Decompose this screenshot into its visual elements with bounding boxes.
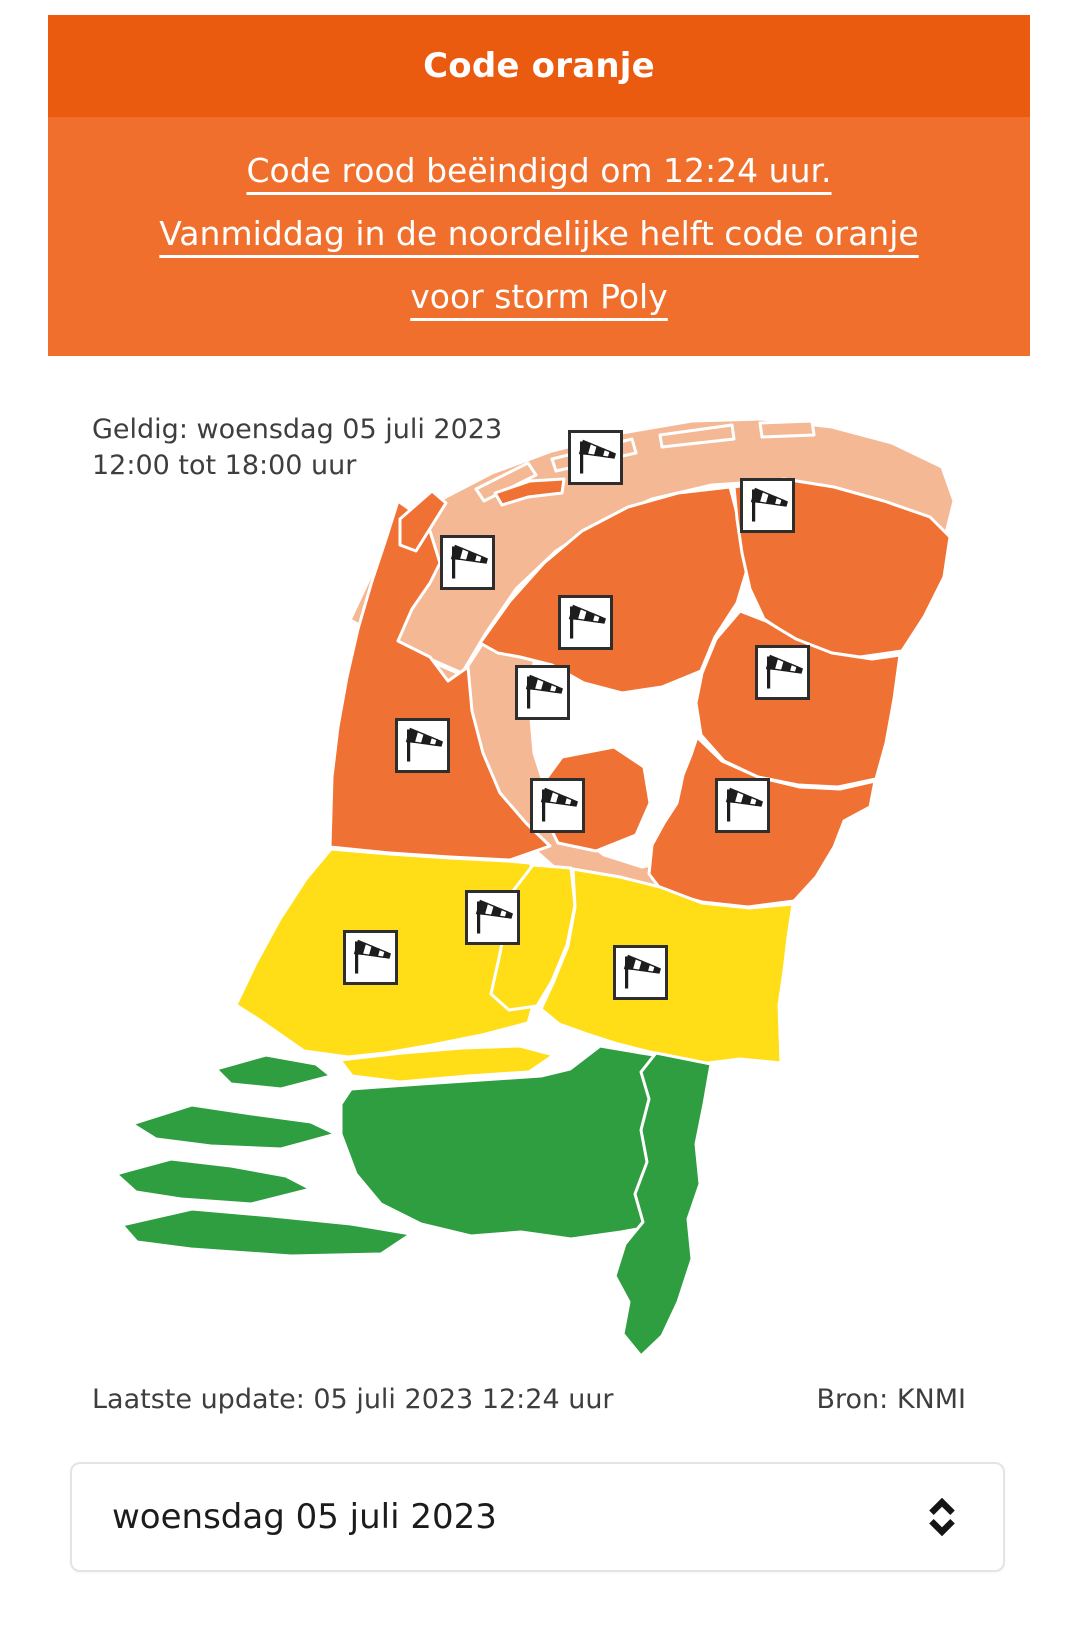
windsock-icon xyxy=(558,595,613,650)
warning-map-section: Geldig: woensdag 05 juli 2023 12:00 tot … xyxy=(0,402,1080,1417)
region-wadden-island xyxy=(474,461,538,503)
windsock-icon xyxy=(715,778,770,833)
map-footer: Laatste update: 05 juli 2023 12:24 uur B… xyxy=(0,1384,1080,1418)
alert-title: Code oranje xyxy=(423,46,655,86)
windsock-icon xyxy=(395,718,450,773)
netherlands-warning-map xyxy=(114,417,956,1358)
validity-line-1: Geldig: woensdag 05 juli 2023 xyxy=(92,414,503,445)
validity-line-2: 12:00 tot 18:00 uur xyxy=(92,450,357,481)
region-wadden-island xyxy=(658,423,736,449)
weather-alert-banner: Code oranje Code rood beëindigd om 12:24… xyxy=(48,15,1030,356)
windsock-icon xyxy=(740,478,795,533)
windsock-icon xyxy=(530,778,585,833)
alert-message-line: Code rood beëindigd om 12:24 uur. xyxy=(246,151,832,190)
alert-message-line: voor storm Poly xyxy=(410,277,668,316)
alert-message-line: Vanmiddag in de noordelijke helft code o… xyxy=(159,214,919,253)
windsock-icon xyxy=(440,535,495,590)
date-select-value: woensdag 05 juli 2023 xyxy=(112,1497,497,1537)
region-wadden-island xyxy=(758,419,816,439)
region-noord-holland xyxy=(328,499,552,862)
region-coast-strip xyxy=(493,477,566,507)
last-update-text: Laatste update: 05 juli 2023 12:24 uur xyxy=(92,1384,614,1415)
windsock-icon xyxy=(515,665,570,720)
region-zeeland-island xyxy=(214,1053,333,1091)
chevron-up-down-icon xyxy=(929,1498,955,1536)
windsock-icon xyxy=(343,930,398,985)
alert-header: Code oranje xyxy=(48,15,1030,117)
region-goeree xyxy=(338,1044,556,1084)
region-zeeland-island xyxy=(114,1157,313,1206)
windsock-icon xyxy=(568,430,623,485)
windsock-icon xyxy=(465,890,520,945)
validity-text: Geldig: woensdag 05 juli 2023 12:00 tot … xyxy=(92,412,502,484)
region-zeeland-island xyxy=(130,1103,338,1151)
region-limburg xyxy=(613,1051,713,1358)
windsock-icon xyxy=(755,645,810,700)
alert-message-link[interactable]: Code rood beëindigd om 12:24 uur. Vanmid… xyxy=(88,139,990,328)
region-texel xyxy=(398,489,448,553)
source-text: Bron: KNMI xyxy=(816,1384,966,1415)
alert-body: Code rood beëindigd om 12:24 uur. Vanmid… xyxy=(48,117,1030,356)
region-zeeuws-vlaanderen xyxy=(120,1207,413,1258)
date-select[interactable]: woensdag 05 juli 2023 xyxy=(70,1462,1005,1572)
windsock-icon xyxy=(613,945,668,1000)
